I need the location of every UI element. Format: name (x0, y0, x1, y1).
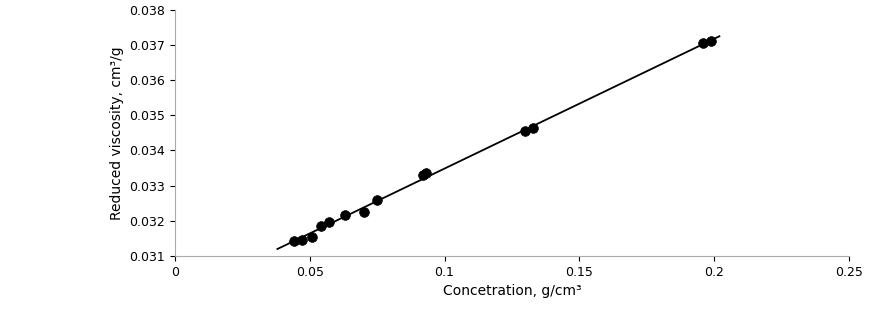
Y-axis label: Reduced viscosity, cm³/g: Reduced viscosity, cm³/g (110, 46, 124, 220)
Point (295, 237, 309, 243)
Point (287, 238, 301, 244)
Point (322, 220, 336, 225)
Point (313, 223, 327, 229)
Point (527, 125, 541, 130)
Point (338, 213, 352, 218)
Point (704, 39, 718, 44)
Point (370, 197, 384, 202)
Point (418, 171, 432, 176)
Point (518, 129, 532, 134)
Point (416, 173, 430, 178)
Point (305, 234, 319, 239)
X-axis label: Concetration, g/cm³: Concetration, g/cm³ (443, 284, 581, 298)
Point (357, 209, 371, 215)
Point (696, 41, 710, 46)
